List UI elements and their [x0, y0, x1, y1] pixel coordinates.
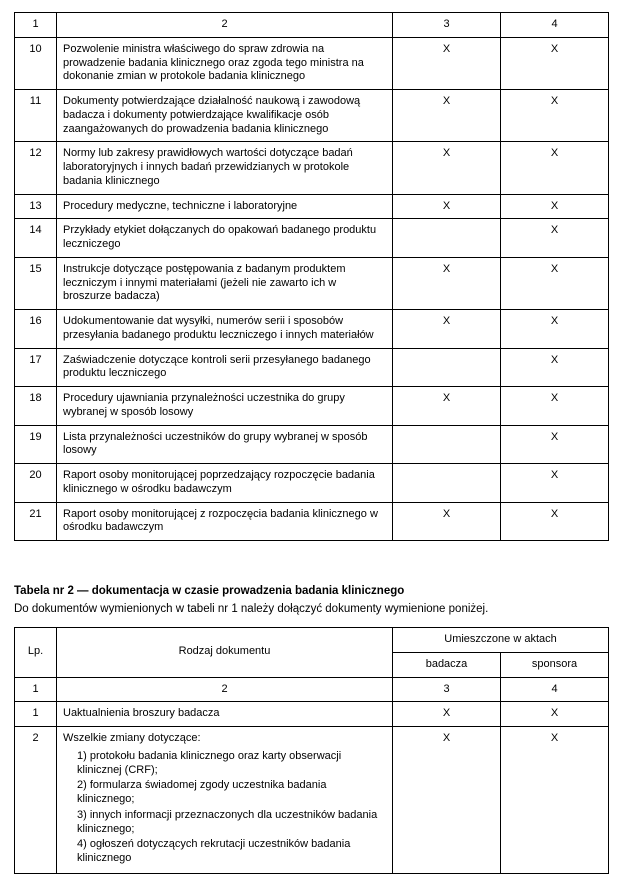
- cell-desc: Dokumenty potwierdzające działalność nau…: [57, 90, 393, 142]
- cell-c4: X: [501, 727, 609, 874]
- cell-c3: X: [393, 37, 501, 89]
- table-row: 18 Procedury ujawniania przynależności u…: [15, 387, 609, 426]
- col-num-2: 2: [57, 677, 393, 702]
- cell-c4: X: [501, 702, 609, 727]
- cell-lp: 15: [15, 257, 57, 309]
- header-umieszczone: Umieszczone w aktach: [393, 628, 609, 653]
- cell-lp: 16: [15, 310, 57, 349]
- col-num-2: 2: [57, 13, 393, 38]
- table-row: 16 Udokumentowanie dat wysyłki, numerów …: [15, 310, 609, 349]
- col-num-4: 4: [501, 677, 609, 702]
- cell-c4: X: [501, 194, 609, 219]
- cell-desc: Raport osoby monitorującej z rozpoczęcia…: [57, 502, 393, 541]
- table-row: 13 Procedury medyczne, techniczne i labo…: [15, 194, 609, 219]
- cell-c3: X: [393, 502, 501, 541]
- row2-intro: Wszelkie zmiany dotyczące:: [63, 732, 201, 744]
- cell-lp: 12: [15, 142, 57, 194]
- col-num-3: 3: [393, 677, 501, 702]
- table-row: 11 Dokumenty potwierdzające działalność …: [15, 90, 609, 142]
- col-num-1: 1: [15, 13, 57, 38]
- cell-c4: X: [501, 502, 609, 541]
- cell-lp: 19: [15, 425, 57, 464]
- cell-c3: [393, 219, 501, 258]
- table-row: 19 Lista przynależności uczestników do g…: [15, 425, 609, 464]
- table-1-header-numrow: 1 2 3 4: [15, 13, 609, 38]
- cell-lp: 18: [15, 387, 57, 426]
- cell-lp: 2: [15, 727, 57, 874]
- table-row: 1 Uaktualnienia broszury badacza X X: [15, 702, 609, 727]
- table-2: Lp. Rodzaj dokumentu Umieszczone w aktac…: [14, 627, 609, 874]
- cell-desc: Zaświadczenie dotyczące kontroli serii p…: [57, 348, 393, 387]
- cell-c4: X: [501, 90, 609, 142]
- cell-desc: Pozwolenie ministra właściwego do spraw …: [57, 37, 393, 89]
- table-row: 17 Zaświadczenie dotyczące kontroli seri…: [15, 348, 609, 387]
- cell-lp: 17: [15, 348, 57, 387]
- cell-lp: 11: [15, 90, 57, 142]
- cell-lp: 13: [15, 194, 57, 219]
- cell-c3: X: [393, 387, 501, 426]
- cell-desc: Przykłady etykiet dołączanych do opakowa…: [57, 219, 393, 258]
- cell-lp: 10: [15, 37, 57, 89]
- cell-desc: Lista przynależności uczestników do grup…: [57, 425, 393, 464]
- cell-lp: 20: [15, 464, 57, 503]
- cell-c4: X: [501, 142, 609, 194]
- table-1: 1 2 3 4 10 Pozwolenie ministra właściweg…: [14, 12, 609, 541]
- cell-c3: X: [393, 257, 501, 309]
- table-row: 21 Raport osoby monitorującej z rozpoczę…: [15, 502, 609, 541]
- cell-desc: Procedury ujawniania przynależności ucze…: [57, 387, 393, 426]
- cell-lp: 14: [15, 219, 57, 258]
- cell-desc: Uaktualnienia broszury badacza: [57, 702, 393, 727]
- header-sponsora: sponsora: [501, 652, 609, 677]
- cell-c3: [393, 348, 501, 387]
- cell-desc: Procedury medyczne, techniczne i laborat…: [57, 194, 393, 219]
- col-num-4: 4: [501, 13, 609, 38]
- cell-c4: X: [501, 219, 609, 258]
- cell-desc: Instrukcje dotyczące postępowania z bada…: [57, 257, 393, 309]
- cell-c3: [393, 425, 501, 464]
- cell-c3: X: [393, 310, 501, 349]
- row2-item-3: 3) innych informacji przeznaczonych dla …: [77, 809, 386, 837]
- table-2-header-row-1: Lp. Rodzaj dokumentu Umieszczone w aktac…: [15, 628, 609, 653]
- cell-c4: X: [501, 464, 609, 503]
- cell-c3: X: [393, 90, 501, 142]
- cell-c3: X: [393, 727, 501, 874]
- cell-c4: X: [501, 387, 609, 426]
- cell-desc: Wszelkie zmiany dotyczące: 1) protokołu …: [57, 727, 393, 874]
- table-row: 2 Wszelkie zmiany dotyczące: 1) protokoł…: [15, 727, 609, 874]
- header-rodzaj: Rodzaj dokumentu: [57, 628, 393, 678]
- header-badacza: badacza: [393, 652, 501, 677]
- row2-item-1: 1) protokołu badania klinicznego oraz ka…: [77, 750, 386, 778]
- cell-desc: Normy lub zakresy prawidłowych wartości …: [57, 142, 393, 194]
- cell-c4: X: [501, 310, 609, 349]
- cell-c3: X: [393, 702, 501, 727]
- cell-desc: Raport osoby monitorującej poprzedzający…: [57, 464, 393, 503]
- cell-lp: 21: [15, 502, 57, 541]
- table-row: 10 Pozwolenie ministra właściwego do spr…: [15, 37, 609, 89]
- cell-c3: X: [393, 142, 501, 194]
- row2-item-2: 2) formularza świadomej zgody uczestnika…: [77, 779, 386, 807]
- col-num-1: 1: [15, 677, 57, 702]
- cell-c4: X: [501, 348, 609, 387]
- cell-c4: X: [501, 425, 609, 464]
- cell-c4: X: [501, 257, 609, 309]
- row2-item-4: 4) ogłoszeń dotyczących rekrutacji uczes…: [77, 838, 386, 866]
- table-2-numrow: 1 2 3 4: [15, 677, 609, 702]
- cell-c4: X: [501, 37, 609, 89]
- cell-c3: [393, 464, 501, 503]
- col-num-3: 3: [393, 13, 501, 38]
- table-row: 15 Instrukcje dotyczące postępowania z b…: [15, 257, 609, 309]
- cell-lp: 1: [15, 702, 57, 727]
- cell-desc: Udokumentowanie dat wysyłki, numerów ser…: [57, 310, 393, 349]
- table-2-subcaption: Do dokumentów wymienionych w tabeli nr 1…: [14, 603, 609, 615]
- table-row: 20 Raport osoby monitorującej poprzedzaj…: [15, 464, 609, 503]
- table-row: 12 Normy lub zakresy prawidłowych wartoś…: [15, 142, 609, 194]
- cell-c3: X: [393, 194, 501, 219]
- table-2-caption: Tabela nr 2 — dokumentacja w czasie prow…: [14, 585, 609, 597]
- table-row: 14 Przykłady etykiet dołączanych do opak…: [15, 219, 609, 258]
- header-lp: Lp.: [15, 628, 57, 678]
